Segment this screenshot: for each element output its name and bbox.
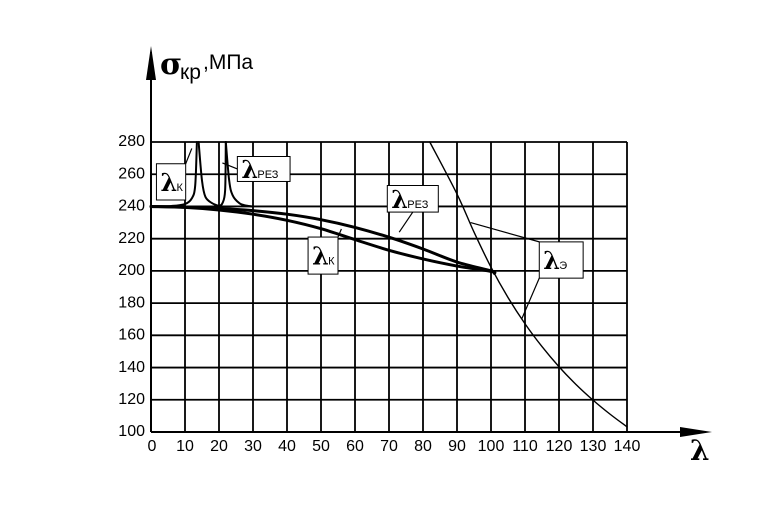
x-tick-label-3: 30 bbox=[244, 438, 262, 455]
y-axis-label: σ кр ,МПа bbox=[160, 47, 253, 84]
annotation-subscript-3: К bbox=[328, 256, 335, 268]
annotation-leader-0 bbox=[185, 148, 193, 164]
x-tick-label-4: 40 bbox=[278, 438, 296, 455]
annotation-symbol-3: λ bbox=[312, 242, 329, 271]
y-axis-label-unit: ,МПа bbox=[203, 51, 253, 74]
annotation-box-4 bbox=[538, 241, 584, 279]
x-tick-label-11: 110 bbox=[512, 438, 538, 455]
annotation-subscript-2: РЕЗ bbox=[407, 199, 428, 211]
x-tick-label-10: 100 bbox=[478, 438, 505, 455]
y-tick-label-6: 220 bbox=[118, 230, 145, 247]
annotation-leader-4-b bbox=[521, 277, 540, 320]
x-axis-arrow bbox=[680, 427, 712, 437]
annotation-box-3 bbox=[307, 236, 339, 275]
x-tick-label-2: 20 bbox=[210, 438, 228, 455]
y-tick-label-7: 240 bbox=[118, 198, 145, 215]
annotation-leader-3 bbox=[337, 228, 342, 238]
annotation-symbol-0: λ bbox=[160, 168, 177, 197]
x-tick-label-14: 140 bbox=[614, 438, 641, 455]
x-tick-label-9: 90 bbox=[448, 438, 466, 455]
x-tick-label-13: 130 bbox=[580, 438, 607, 455]
annotation-symbol-2: λ bbox=[391, 185, 408, 214]
y-tick-labels: 100 120 140 160 180 200 220 240 260 280 bbox=[118, 133, 145, 440]
curve-5 bbox=[214, 141, 227, 208]
annotation-leader-1 bbox=[222, 162, 238, 170]
annotation-leader-4 bbox=[470, 221, 540, 243]
y-tick-label-1: 120 bbox=[118, 391, 145, 408]
annotation-leader-2 bbox=[398, 211, 414, 233]
x-tick-labels: 0 10 20 30 40 50 60 70 80 90 100 110 120 130 140 bbox=[148, 438, 641, 455]
grid bbox=[150, 141, 628, 433]
annotation-box-0 bbox=[155, 163, 187, 201]
curve-3 bbox=[150, 141, 198, 208]
annotation-box-2 bbox=[386, 185, 439, 213]
axes bbox=[146, 46, 712, 437]
annotation-subscript-4: Э bbox=[559, 260, 567, 272]
curve-6 bbox=[224, 141, 254, 208]
x-tick-label-6: 60 bbox=[346, 438, 364, 455]
y-axis-label-subscript: кр bbox=[180, 61, 201, 84]
annotation-symbol-4: λ bbox=[543, 246, 560, 275]
x-tick-label-0: 0 bbox=[148, 438, 157, 455]
y-tick-label-4: 180 bbox=[118, 294, 145, 311]
x-tick-label-5: 50 bbox=[312, 438, 330, 455]
y-tick-label-0: 100 bbox=[118, 423, 145, 440]
curve-2 bbox=[149, 204, 497, 275]
x-axis-label: λ bbox=[690, 434, 710, 467]
x-tick-label-7: 70 bbox=[380, 438, 398, 455]
y-tick-label-8: 260 bbox=[118, 165, 145, 182]
y-tick-label-5: 200 bbox=[118, 262, 145, 279]
annotation-box-1 bbox=[236, 156, 291, 182]
y-axis-label-symbol: σ bbox=[160, 47, 182, 82]
y-tick-label-9: 280 bbox=[118, 133, 145, 150]
y-tick-label-3: 160 bbox=[118, 327, 145, 344]
curves bbox=[149, 141, 628, 428]
annotation-symbol-1: λ bbox=[241, 155, 258, 184]
curve-0 bbox=[429, 141, 628, 428]
annotation-subscript-1: РЕЗ bbox=[257, 169, 278, 181]
y-tick-label-2: 140 bbox=[118, 359, 145, 376]
x-tick-label-1: 10 bbox=[176, 438, 194, 455]
y-axis-arrow bbox=[146, 46, 156, 80]
x-tick-label-12: 120 bbox=[546, 438, 573, 455]
annotation-subscript-0: К bbox=[176, 182, 183, 194]
x-tick-label-8: 80 bbox=[414, 438, 432, 455]
